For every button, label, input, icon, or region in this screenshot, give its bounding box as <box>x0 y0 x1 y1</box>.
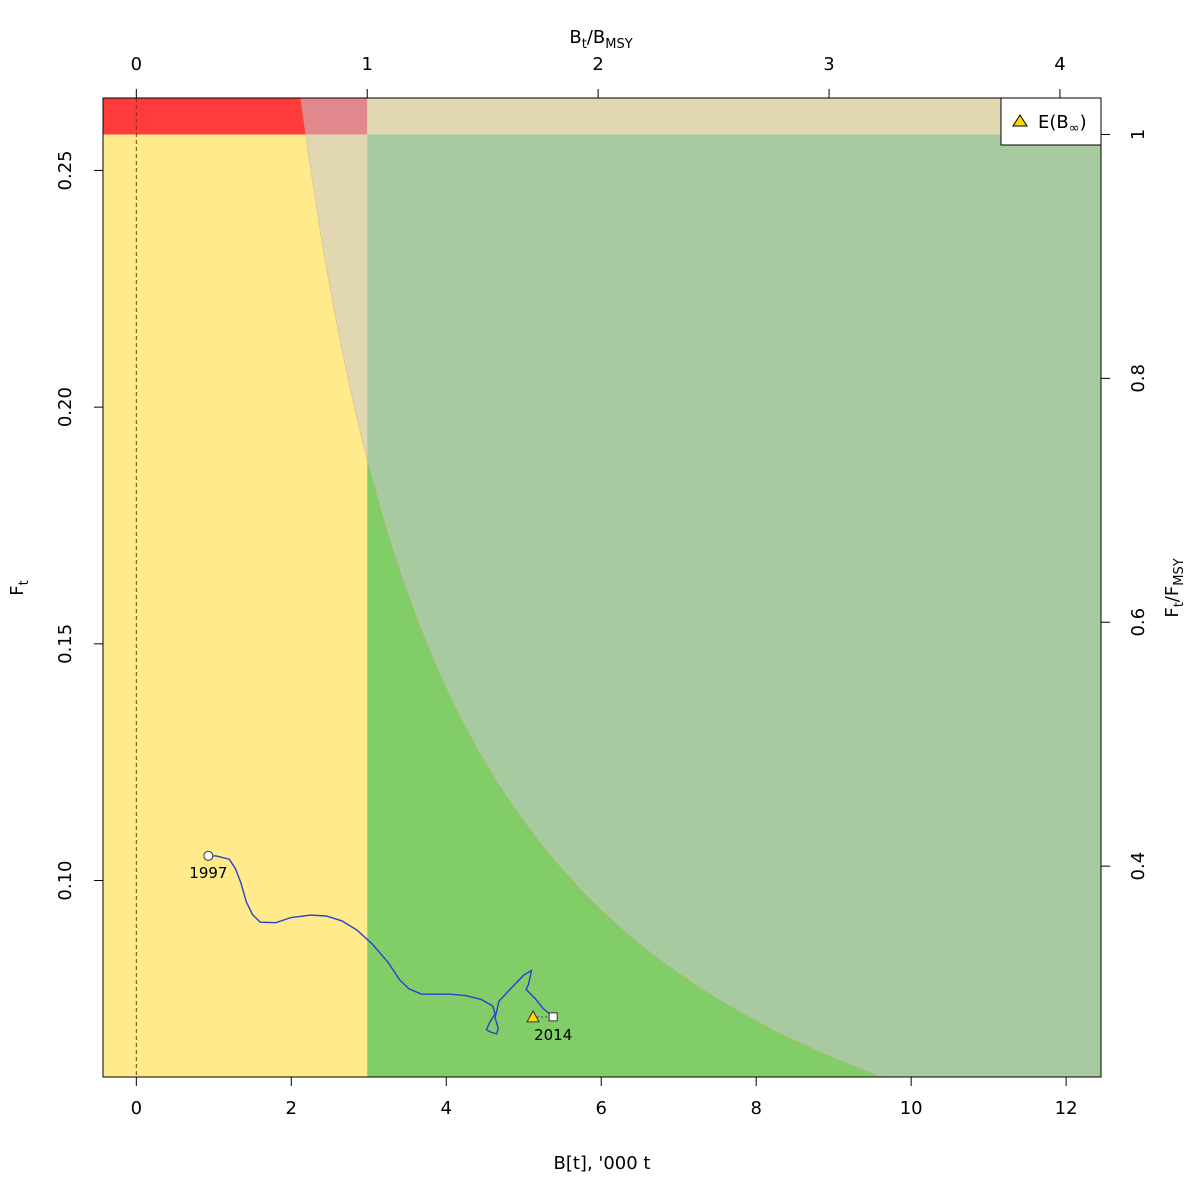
start-point <box>203 850 214 861</box>
right-axis-label: Ft/FMSY <box>1162 558 1187 617</box>
x-tick-label: 8 <box>750 1098 761 1119</box>
trajectory-layer: 1997 2014 <box>135 98 572 1077</box>
y-tick-label: 0.20 <box>55 387 76 427</box>
top-tick-label: 0 <box>131 54 142 75</box>
trajectory-line <box>208 855 554 1035</box>
right-tick-label: 0.6 <box>1128 608 1149 637</box>
top-tick-label: 3 <box>823 54 834 75</box>
y-tick-label: 0.25 <box>55 150 76 190</box>
kobe-zones <box>103 98 1101 1077</box>
top-tick-label: 1 <box>361 54 372 75</box>
y-tick-label: 0.15 <box>55 624 76 664</box>
expected-biomass-point <box>526 1009 540 1023</box>
axes-layer: 0 2 4 6 8 10 120.100.150.200.250 1 2 3 40.40.60.81 <box>55 54 1149 1119</box>
start-year-label: 1997 <box>189 864 227 882</box>
uncertainty-region <box>300 98 1101 1077</box>
right-tick-label: 1 <box>1128 129 1149 140</box>
zone-overfished <box>103 98 368 1077</box>
x-tick-label: 4 <box>441 1098 452 1119</box>
legend-label: E(B∞) <box>1038 112 1087 136</box>
end-point <box>548 1012 558 1022</box>
x-tick-label: 2 <box>286 1098 297 1119</box>
legend: E(B∞) <box>1000 97 1102 146</box>
y-axis-label: Ft <box>7 580 32 595</box>
x-tick-label: 6 <box>595 1098 606 1119</box>
right-tick-label: 0.4 <box>1128 852 1149 881</box>
right-tick-label: 0.8 <box>1128 364 1149 393</box>
y-tick-label: 0.10 <box>55 860 76 900</box>
top-axis-label: Bt/BMSY <box>569 27 632 52</box>
end-year-label: 2014 <box>534 1026 572 1044</box>
legend-triangle-icon <box>1012 114 1028 127</box>
top-tick-label: 2 <box>592 54 603 75</box>
x-tick-label: 0 <box>131 1098 142 1119</box>
x-tick-label: 10 <box>900 1098 923 1119</box>
top-tick-label: 4 <box>1054 54 1065 75</box>
x-tick-label: 12 <box>1055 1098 1078 1119</box>
plot-frame <box>102 97 1102 1078</box>
x-axis-label: B[t], '000 t <box>554 1153 651 1174</box>
